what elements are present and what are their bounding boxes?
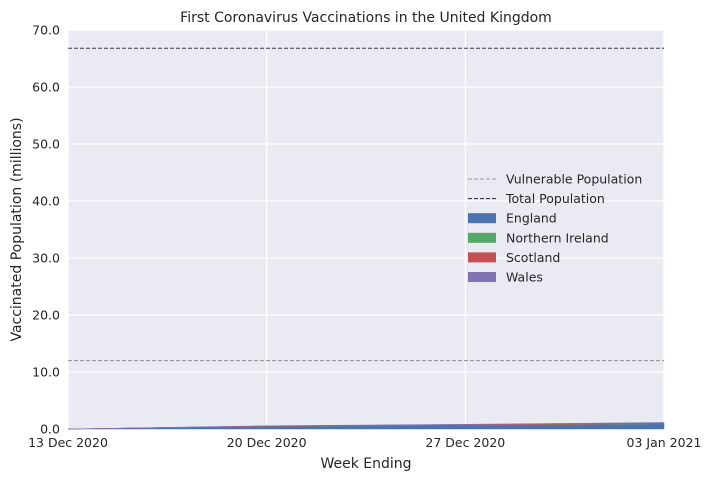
legend-label-northern-ireland: Northern Ireland: [506, 230, 609, 245]
y-tick-label: 50.0: [32, 137, 60, 152]
x-tick-label: 20 Dec 2020: [227, 435, 307, 450]
legend-swatch-northern-ireland: [468, 232, 496, 243]
legend-label-total-population: Total Population: [505, 191, 605, 206]
y-tick-label: 40.0: [32, 194, 60, 209]
gridlines: [67, 29, 665, 430]
area-wales: [67, 422, 665, 430]
y-tick-label: 10.0: [32, 365, 60, 380]
chart-title: First Coronavirus Vaccinations in the Un…: [180, 10, 552, 26]
x-axis-ticks: 13 Dec 2020 20 Dec 2020 27 Dec 2020 03 Jan …: [28, 435, 701, 450]
x-tick-label: 13 Dec 2020: [28, 435, 108, 450]
legend-swatch-wales: [468, 272, 496, 282]
y-axis-ticks: 0.0 10.0 20.0 30.0 40.0 50.0 60.0 70.0: [32, 23, 60, 437]
y-tick-label: 0.0: [40, 422, 60, 437]
legend-swatch-england: [468, 213, 496, 224]
plot-area: [68, 30, 664, 429]
reference-lines: [68, 47, 664, 362]
stacked-areas: [67, 422, 665, 430]
legend-label-wales: Wales: [506, 270, 543, 285]
x-tick-label: 27 Dec 2020: [425, 435, 505, 450]
legend-label-scotland: Scotland: [506, 250, 560, 265]
legend-label-england: England: [506, 211, 557, 226]
y-tick-label: 20.0: [32, 308, 60, 323]
x-tick-label: 03 Jan 2021: [627, 435, 702, 450]
legend: Vulnerable Population Total Population Eng…: [468, 172, 642, 285]
x-axis-label: Week Ending: [320, 456, 411, 472]
y-tick-label: 30.0: [32, 251, 60, 266]
y-axis-label: Vaccinated Population (millions): [9, 117, 25, 341]
legend-label-vulnerable-population: Vulnerable Population: [506, 172, 642, 187]
y-tick-label: 70.0: [32, 23, 60, 38]
legend-swatch-scotland: [468, 252, 496, 263]
y-tick-label: 60.0: [32, 80, 60, 95]
